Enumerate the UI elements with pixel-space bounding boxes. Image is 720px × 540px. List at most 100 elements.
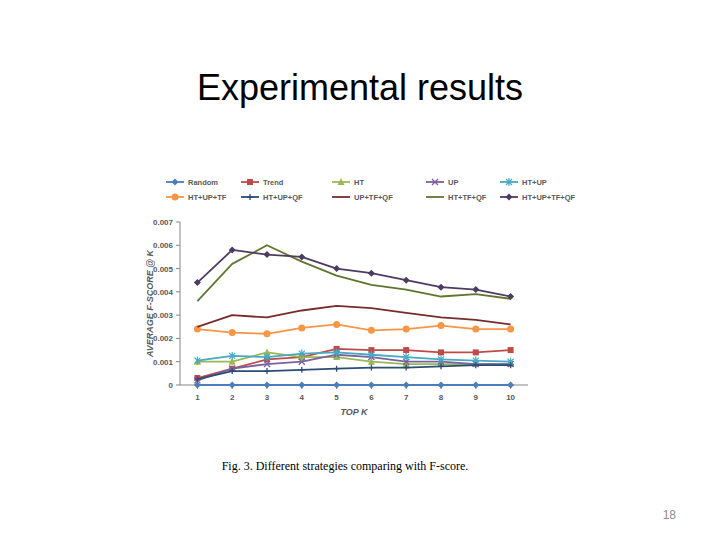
point bbox=[298, 382, 305, 389]
legend-line bbox=[332, 196, 350, 198]
point bbox=[403, 347, 409, 353]
legend-label: HT+UP+QF bbox=[263, 193, 303, 202]
point bbox=[472, 382, 479, 389]
point bbox=[264, 368, 270, 374]
point bbox=[299, 350, 305, 358]
point bbox=[299, 367, 305, 373]
point bbox=[333, 321, 340, 328]
point bbox=[229, 246, 236, 253]
legend-marker bbox=[172, 179, 179, 186]
y-tick-label: 0.005 bbox=[153, 265, 174, 274]
y-tick bbox=[176, 268, 180, 269]
series-line bbox=[197, 365, 510, 379]
x-tick-label: 3 bbox=[265, 393, 270, 402]
y-tick-label: 0 bbox=[169, 381, 174, 390]
point bbox=[507, 293, 514, 300]
slide: Experimental results Fig. 3. Different st… bbox=[0, 0, 720, 540]
x-axis-label: TOP K bbox=[340, 407, 369, 417]
point bbox=[472, 326, 479, 333]
point bbox=[333, 265, 340, 272]
point bbox=[264, 361, 270, 367]
legend-label: Trend bbox=[263, 178, 284, 187]
point bbox=[403, 277, 410, 284]
page-number: 18 bbox=[663, 508, 677, 522]
point bbox=[194, 357, 200, 365]
point bbox=[473, 349, 479, 355]
point bbox=[264, 330, 271, 337]
series-line bbox=[197, 324, 510, 333]
x-tick-label: 4 bbox=[300, 393, 305, 402]
point bbox=[368, 270, 375, 277]
background bbox=[0, 0, 720, 540]
point bbox=[194, 376, 200, 382]
series-line bbox=[197, 384, 510, 386]
legend-label: HT+UP bbox=[522, 178, 547, 187]
point bbox=[508, 362, 514, 368]
point bbox=[438, 284, 445, 291]
y-tick-label: 0.007 bbox=[153, 218, 174, 227]
point bbox=[298, 253, 305, 260]
x-tick-label: 8 bbox=[439, 393, 444, 402]
series-line bbox=[197, 250, 510, 297]
legend-label: UP+TF+QF bbox=[354, 193, 393, 202]
point bbox=[403, 326, 410, 333]
point bbox=[403, 353, 409, 361]
legend-marker bbox=[172, 194, 179, 201]
point bbox=[264, 251, 271, 258]
legend-marker bbox=[432, 179, 438, 185]
point bbox=[438, 355, 444, 363]
plot-area bbox=[194, 245, 514, 388]
point bbox=[298, 324, 305, 331]
y-tick bbox=[176, 222, 180, 223]
point bbox=[194, 279, 201, 286]
point bbox=[403, 365, 409, 371]
y-axis-label: AVERAGE F-SCORE @ K bbox=[145, 248, 155, 358]
y-tick bbox=[176, 361, 180, 362]
point bbox=[507, 382, 514, 389]
point bbox=[507, 326, 514, 333]
point bbox=[229, 352, 235, 360]
series-line bbox=[197, 355, 510, 381]
legend-label: HT+UP+TF+QF bbox=[522, 193, 576, 202]
legend-line bbox=[426, 196, 444, 198]
legend-label: HT+UP+TF bbox=[188, 193, 227, 202]
series-line bbox=[197, 352, 510, 361]
y-tick bbox=[176, 245, 180, 246]
legend-label: HT+TF+QF bbox=[448, 193, 487, 202]
slide-title: Experimental results bbox=[197, 67, 523, 108]
point bbox=[508, 347, 514, 353]
point bbox=[229, 329, 236, 336]
x-tick-label: 6 bbox=[369, 393, 374, 402]
legend-marker bbox=[247, 179, 253, 185]
point bbox=[438, 349, 444, 355]
point bbox=[368, 351, 374, 359]
point bbox=[368, 382, 375, 389]
point bbox=[438, 363, 444, 369]
point bbox=[299, 359, 305, 365]
legend-marker bbox=[338, 178, 345, 185]
point bbox=[229, 368, 235, 374]
point bbox=[368, 365, 374, 371]
y-axis bbox=[180, 222, 181, 385]
x-tick-label: 1 bbox=[195, 393, 200, 402]
point bbox=[229, 382, 236, 389]
y-tick bbox=[176, 338, 180, 339]
point bbox=[334, 348, 340, 356]
series-line bbox=[197, 306, 510, 327]
legend-label: Random bbox=[188, 178, 218, 187]
y-tick bbox=[176, 385, 180, 386]
series-line bbox=[197, 245, 510, 301]
y-tick-label: 0.003 bbox=[153, 311, 174, 320]
legend-marker bbox=[506, 194, 513, 201]
y-tick bbox=[176, 315, 180, 316]
y-tick-label: 0.006 bbox=[153, 241, 174, 250]
y-tick-label: 0.001 bbox=[153, 358, 174, 367]
point bbox=[264, 382, 271, 389]
x-tick-label: 2 bbox=[230, 393, 235, 402]
y-tick-label: 0.002 bbox=[153, 334, 174, 343]
caption: Fig. 3. Different strategies comparing w… bbox=[222, 459, 469, 473]
y-tick-label: 0.004 bbox=[153, 288, 174, 297]
point bbox=[368, 327, 375, 334]
y-tick bbox=[176, 291, 180, 292]
point bbox=[438, 382, 445, 389]
